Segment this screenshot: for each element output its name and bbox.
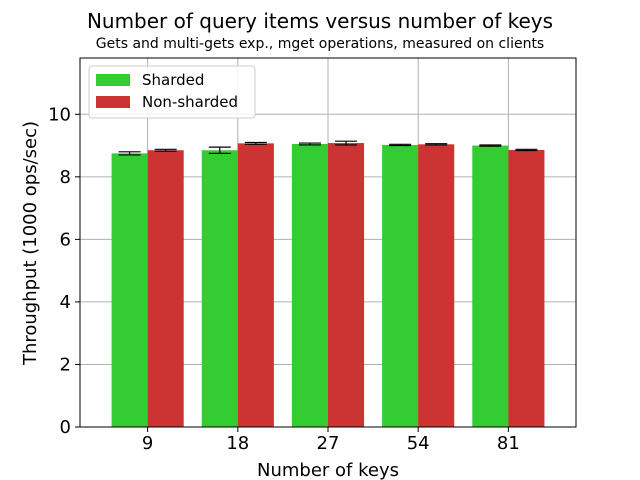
- error-bar: [479, 144, 502, 147]
- x-tick-label: 81: [497, 433, 520, 454]
- legend-swatch: [96, 74, 130, 86]
- error-bar: [425, 143, 448, 146]
- y-axis-label: Throughput (1000 ops/sec): [20, 121, 41, 366]
- error-bar: [154, 148, 177, 152]
- legend-label: Sharded: [142, 71, 204, 89]
- bar-non-sharded: [418, 144, 455, 427]
- y-tick-label: 8: [60, 167, 71, 188]
- legend: Sharded Non-sharded: [88, 65, 256, 119]
- error-bar: [335, 140, 358, 146]
- y-tick-label: 4: [60, 292, 71, 313]
- x-tick-label: 9: [142, 433, 153, 454]
- y-axis-ticks: 0 2 4 6 8 10: [48, 104, 80, 438]
- bar-sharded: [382, 144, 419, 427]
- legend-label: Non-sharded: [142, 93, 238, 111]
- error-bar: [389, 143, 412, 147]
- legend-box: [88, 65, 256, 119]
- bar-non-sharded: [237, 143, 274, 427]
- bar-sharded: [111, 153, 148, 427]
- x-tick-label: 54: [407, 433, 430, 454]
- error-bar: [118, 151, 141, 156]
- bar-sharded: [201, 150, 238, 427]
- chart-title: Number of query items versus number of k…: [87, 9, 553, 33]
- bar-non-sharded: [508, 149, 545, 427]
- bar-non-sharded: [328, 143, 365, 428]
- bar-sharded: [472, 145, 509, 427]
- bar-sharded: [291, 143, 328, 427]
- x-tick-label: 18: [226, 433, 249, 454]
- x-axis-label: Number of keys: [257, 460, 399, 480]
- y-tick-label: 10: [48, 104, 71, 125]
- x-tick-label: 27: [317, 433, 340, 454]
- bars: [111, 143, 545, 428]
- error-bar: [208, 146, 231, 154]
- error-bar: [244, 141, 267, 145]
- y-tick-label: 0: [60, 417, 71, 438]
- y-tick-label: 6: [60, 229, 71, 250]
- error-bar: [515, 148, 538, 152]
- error-bars: [118, 140, 538, 156]
- legend-swatch: [96, 96, 130, 108]
- y-tick-label: 2: [60, 354, 71, 375]
- chart-subtitle: Gets and multi-gets exp., mget operation…: [96, 36, 544, 52]
- x-axis-ticks: 9 18 27 54 81: [142, 427, 520, 454]
- error-bar: [298, 142, 321, 146]
- bar-non-sharded: [147, 150, 184, 427]
